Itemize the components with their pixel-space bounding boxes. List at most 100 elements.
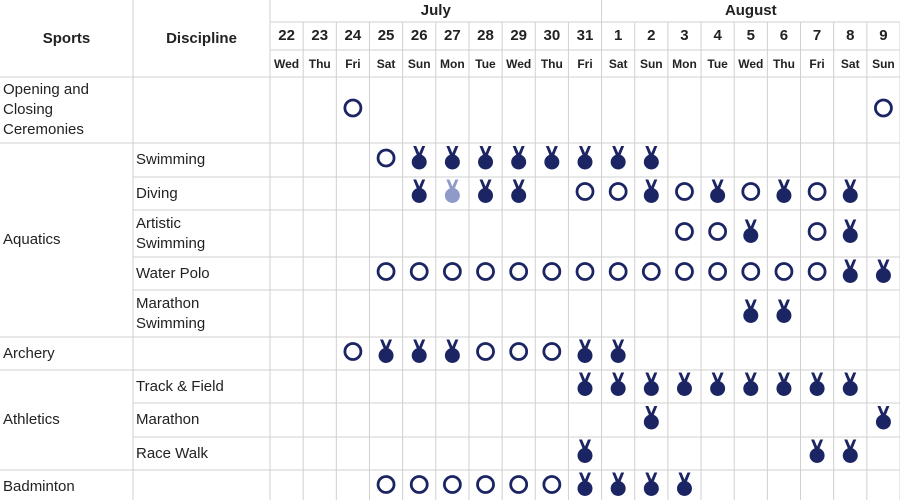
weekday-label: Mon	[436, 50, 469, 77]
medal-ribbon	[844, 439, 857, 450]
medal-icon	[875, 414, 891, 430]
medal-icon	[743, 228, 759, 243]
weekday-label-text: Thu	[308, 56, 331, 71]
event-icon	[675, 182, 694, 201]
medal-ribbon	[579, 339, 591, 350]
date-label: 25	[369, 22, 402, 50]
medal-ribbon	[413, 339, 426, 350]
weekday-label: Wed	[502, 50, 535, 77]
discipline-name: Artistic Swimming	[133, 210, 270, 257]
medal-ribbon	[645, 179, 658, 190]
medal-icon	[842, 268, 858, 283]
medal-ribbon	[877, 406, 890, 416]
date-label: 28	[469, 22, 502, 50]
event-icon	[575, 262, 595, 281]
discipline-header-text: Discipline	[166, 29, 237, 47]
date-label-text: 9	[879, 27, 888, 44]
medal-ribbon	[744, 219, 757, 230]
medal-ribbon	[844, 372, 857, 383]
event-icon	[476, 262, 495, 281]
medal-ribbon	[479, 179, 492, 190]
weekday-label-text: Sat	[840, 56, 860, 71]
weekday-label-text: Wed	[274, 56, 300, 71]
event-icon	[542, 475, 562, 494]
month-label-text: August	[724, 2, 777, 19]
medal-icon	[842, 188, 858, 203]
medal-ribbon	[545, 146, 558, 156]
medal-icon	[444, 348, 460, 363]
discipline-name: Swimming	[133, 143, 270, 177]
weekday-label-text: Fri	[809, 56, 825, 71]
medal-icon	[776, 381, 792, 396]
discipline-name: Marathon Swimming	[133, 290, 270, 337]
medal-icon	[610, 381, 626, 396]
medal-icon	[411, 188, 427, 203]
medal-ribbon	[844, 219, 857, 230]
date-label-text: 8	[846, 27, 855, 44]
discipline-name: Diving	[133, 177, 270, 210]
month-label-text: July	[420, 2, 451, 19]
weekday-label-text: Wed	[506, 56, 532, 71]
medal-icon	[743, 381, 759, 396]
weekday-label: Sun	[867, 50, 900, 77]
event-icon	[708, 262, 728, 281]
medal-icon	[776, 308, 792, 323]
event-icon	[807, 182, 827, 201]
event-icon	[509, 262, 529, 281]
medal-icon	[643, 381, 659, 396]
medal-ribbon	[512, 179, 525, 190]
weekday-label: Sun	[635, 50, 668, 77]
medal-icon	[743, 308, 759, 323]
date-label: 1	[602, 22, 635, 50]
medal-ribbon	[711, 179, 724, 190]
event-icon	[343, 98, 363, 118]
medal-icon	[411, 154, 427, 170]
weekday-label: Fri	[801, 50, 834, 77]
medal-ribbon	[678, 472, 691, 483]
medal-icon	[577, 448, 593, 463]
date-label: 8	[834, 22, 867, 50]
date-label-text: 1	[613, 27, 623, 44]
medal-icon	[776, 188, 792, 203]
medal-icon	[676, 381, 692, 396]
event-icon	[509, 342, 529, 361]
event-icon	[376, 148, 396, 168]
medal-icon	[544, 154, 560, 170]
discipline-name: Marathon	[133, 403, 270, 437]
discipline-name-text: Water Polo	[136, 264, 210, 282]
date-label: 4	[701, 22, 734, 50]
date-label-text: 6	[779, 27, 789, 44]
medal-ribbon	[413, 179, 426, 190]
month-label: August	[602, 0, 900, 22]
date-label-text: 28	[477, 27, 494, 44]
medal-ribbon	[744, 372, 757, 383]
weekday-label: Mon	[668, 50, 701, 77]
discipline-name-text: Swimming	[136, 151, 206, 168]
medal-icon	[710, 188, 726, 203]
date-label: 30	[535, 22, 568, 50]
discipline-name-text: Marathon	[136, 411, 200, 428]
medal-ribbon	[579, 372, 591, 383]
date-label-text: 24	[344, 27, 362, 44]
discipline-name: Track & Field	[133, 370, 270, 403]
sport-name-text: Aquatics	[3, 231, 61, 248]
date-label: 24	[336, 22, 369, 50]
discipline-name-text: Marathon Swimming	[136, 294, 206, 332]
date-label: 3	[668, 22, 701, 50]
date-label-text: 23	[311, 27, 329, 44]
date-label-text: 31	[576, 27, 594, 44]
weekday-label: Fri	[568, 50, 601, 77]
medal-icon	[444, 188, 460, 203]
event-icon	[774, 262, 794, 281]
medal-ribbon	[579, 472, 591, 483]
medal-ribbon	[811, 439, 824, 450]
medal-icon	[577, 381, 593, 396]
medal-icon	[610, 154, 626, 170]
medal-ribbon	[645, 406, 658, 416]
medal-ribbon	[645, 372, 658, 383]
medal-icon	[842, 381, 858, 396]
event-icon	[442, 475, 462, 494]
date-label: 7	[801, 22, 834, 50]
weekday-label-text: Sat	[608, 56, 628, 71]
